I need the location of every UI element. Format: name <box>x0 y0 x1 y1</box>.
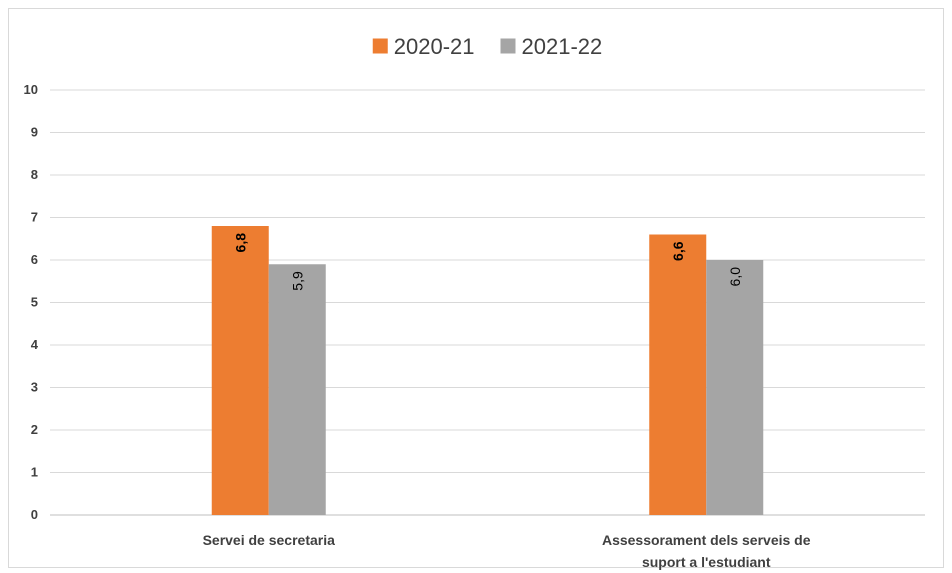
bar-2020-21-0 <box>211 226 269 515</box>
y-tick-label-3: 3 <box>31 380 38 395</box>
y-tick-label-2: 2 <box>31 422 38 437</box>
y-tick-label-4: 4 <box>31 337 39 352</box>
data-label-2020-21-1: 6,6 <box>670 241 686 261</box>
y-tick-label-6: 6 <box>31 252 38 267</box>
legend-swatch-2021-22 <box>500 38 516 54</box>
y-tick-label-10: 10 <box>24 82 38 97</box>
legend-label-2021-22: 2021-22 <box>522 34 603 59</box>
gridlines <box>50 89 925 516</box>
data-labels: 6,8 5,9 6,6 6,0 <box>232 233 743 291</box>
data-label-2021-22-1: 6,0 <box>727 267 743 287</box>
legend-label-2020-21: 2020-21 <box>394 34 475 59</box>
bar-2021-22-1 <box>706 260 764 515</box>
y-tick-label-8: 8 <box>31 167 38 182</box>
y-axis-ticks: 0 1 2 3 4 5 6 7 8 9 10 <box>24 82 39 522</box>
bar-2021-22-0 <box>268 264 326 515</box>
bar-2020-21-1 <box>649 234 707 515</box>
y-tick-label-9: 9 <box>31 125 38 140</box>
bars <box>211 226 764 515</box>
category-label-0-0: Servei de secretaria <box>203 532 336 548</box>
data-label-2021-22-0: 5,9 <box>289 271 305 291</box>
category-label-1-0: Assessorament dels serveis de <box>602 532 811 548</box>
y-tick-label-5: 5 <box>31 295 38 310</box>
y-tick-label-7: 7 <box>31 210 38 225</box>
category-labels: Servei de secretaria Assessorament dels s… <box>203 532 811 570</box>
y-tick-label-1: 1 <box>31 465 38 480</box>
y-tick-label-0: 0 <box>31 507 38 522</box>
legend: 2020-21 2021-22 <box>372 34 603 59</box>
legend-swatch-2020-21 <box>372 38 388 54</box>
category-label-1-1: suport a l'estudiant <box>642 554 771 570</box>
chart-frame <box>8 8 944 568</box>
data-label-2020-21-0: 6,8 <box>232 233 248 253</box>
